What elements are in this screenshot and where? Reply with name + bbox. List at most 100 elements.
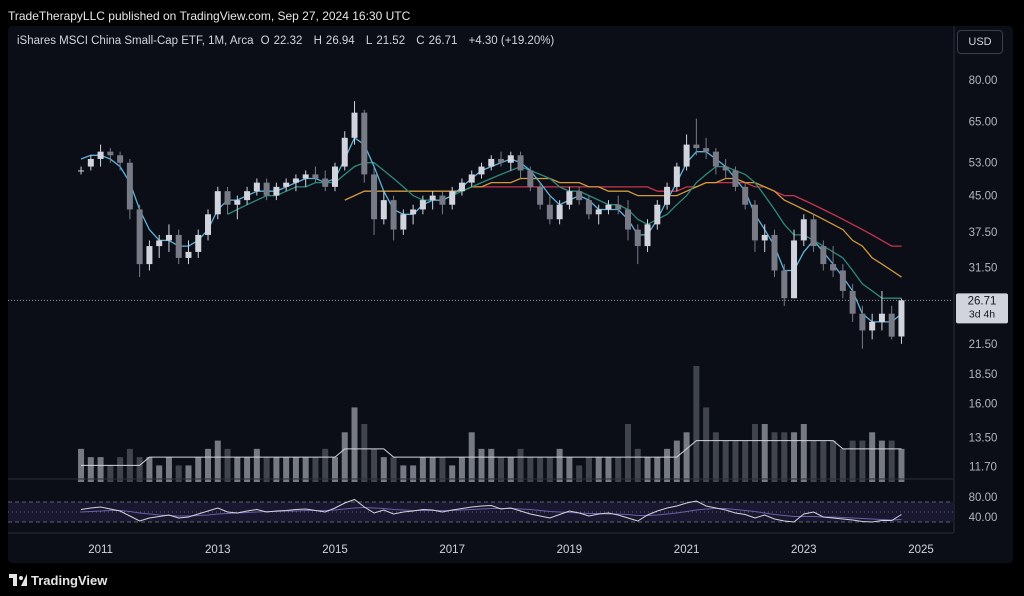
volume-bar — [146, 457, 153, 482]
candle-body — [380, 200, 387, 220]
volume-bar — [253, 448, 260, 482]
volume-bar — [371, 448, 378, 482]
volume-bar — [156, 465, 163, 482]
candle-body — [624, 209, 631, 230]
volume-bar — [810, 440, 817, 482]
candle-body — [468, 174, 475, 183]
candle-body — [712, 151, 719, 167]
candle-body — [732, 170, 739, 187]
candle-body — [136, 209, 143, 265]
candle-body — [498, 158, 505, 163]
volume-bar — [107, 465, 114, 482]
high-label: H — [313, 35, 322, 47]
candle-body — [546, 204, 553, 220]
volume-bar — [742, 440, 749, 482]
volume-bar — [185, 465, 192, 482]
candle-body — [156, 240, 163, 247]
candle-body — [458, 182, 465, 192]
candle-body — [97, 151, 104, 159]
low-label: L — [365, 35, 373, 47]
price-axis-label: 65.00 — [969, 117, 998, 129]
candle-body — [478, 166, 485, 175]
candle-body — [849, 290, 856, 314]
volume-average-line — [81, 440, 902, 466]
high-value: 26.94 — [325, 35, 355, 47]
ma-long-line — [344, 177, 902, 278]
volume-bar — [292, 457, 299, 482]
volume-bar — [351, 407, 358, 482]
candle-body — [165, 234, 172, 241]
volume-bar — [527, 457, 534, 482]
price-axis-label: 16.00 — [969, 398, 998, 410]
candle-body — [185, 251, 192, 258]
volume-bar — [791, 432, 798, 482]
candle-body — [507, 155, 514, 163]
volume-bar — [673, 440, 680, 482]
candle-body — [195, 234, 202, 252]
change-value: +4.30 (+19.20%) — [468, 35, 555, 47]
candle-body — [878, 313, 885, 322]
close-label: C — [416, 35, 425, 47]
candle-body — [722, 166, 729, 171]
candle-body — [410, 209, 417, 215]
volume-bar — [624, 424, 631, 482]
volume-bar — [224, 448, 231, 482]
volume-bar — [244, 457, 251, 482]
currency-button[interactable]: USD — [957, 30, 1003, 54]
candle-body — [615, 204, 622, 210]
publisher-text: TradeTherapyLLC published on TradingView… — [8, 9, 411, 23]
candle-body — [791, 240, 798, 299]
candle-body — [537, 186, 544, 205]
rsi-axis-label: 80.00 — [969, 492, 998, 504]
volume-bar — [615, 457, 622, 482]
candle-body — [439, 195, 446, 205]
price-axis-label: 45.00 — [969, 191, 998, 203]
candle-body — [859, 313, 866, 331]
candle-body — [830, 264, 837, 271]
volume-bar — [830, 440, 837, 482]
close-value: 26.71 — [428, 35, 458, 47]
candle-body — [595, 209, 602, 215]
price-axis-label: 37.50 — [969, 227, 998, 239]
volume-bar — [703, 407, 710, 482]
volume-bar — [781, 432, 788, 482]
candle-body — [654, 204, 661, 225]
price-axis-label: 80.00 — [969, 75, 998, 87]
time-axis-label: 2023 — [791, 544, 817, 556]
candle-body — [107, 151, 114, 156]
volume-bar — [654, 457, 661, 482]
candle-body — [771, 234, 778, 271]
candle-body — [283, 182, 290, 187]
volume-bar — [634, 448, 641, 482]
volume-bar — [449, 465, 456, 482]
volume-bar — [595, 457, 602, 482]
rsi-ma-line — [80, 506, 902, 521]
volume-bar — [771, 432, 778, 482]
candle-body — [205, 214, 212, 235]
candle-body — [361, 112, 368, 175]
volume-bar — [683, 432, 690, 482]
volume-bar — [234, 457, 241, 482]
candle-body — [214, 191, 221, 215]
tradingview-logo[interactable]: TradingView — [9, 573, 107, 588]
volume-bar — [605, 457, 612, 482]
candle-body — [400, 214, 407, 230]
volume-bar — [380, 457, 387, 482]
candle-body — [576, 191, 583, 201]
volume-bar — [888, 440, 895, 482]
volume-bar — [644, 457, 651, 482]
chart-panel[interactable]: 80.00 65.00 53.00 45.00 37.50 31.50 21.50 18.50… — [8, 26, 1013, 563]
symbol-name[interactable]: iShares MSCI China Small-Cap ETF, 1M, Ar… — [17, 35, 254, 47]
time-axis-label: 2025 — [908, 544, 934, 556]
chart-canvas[interactable]: 80.00 65.00 53.00 45.00 37.50 31.50 21.50 18.50… — [8, 26, 1013, 563]
volume-bar — [800, 424, 807, 482]
volume-bar — [87, 457, 94, 482]
last-price-value: 26.71 — [968, 295, 997, 307]
volume-bar — [898, 448, 905, 482]
candle-body — [664, 186, 671, 205]
price-axis-label: 21.50 — [969, 339, 998, 351]
volume-bar — [576, 465, 583, 482]
candle-body — [244, 191, 251, 201]
candle-body — [126, 162, 133, 210]
candle-body — [820, 246, 827, 265]
